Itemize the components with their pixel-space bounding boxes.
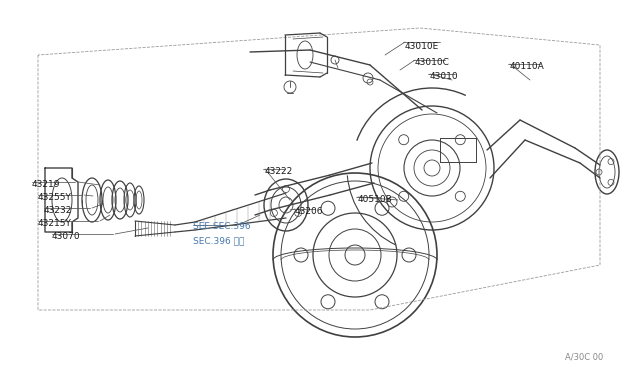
- Text: 43222: 43222: [265, 167, 293, 176]
- Text: 43219: 43219: [32, 180, 61, 189]
- Text: 43206: 43206: [295, 207, 323, 216]
- Text: 43010C: 43010C: [415, 58, 450, 67]
- Text: SEC.396 参照: SEC.396 参照: [193, 236, 244, 245]
- Text: 40510B: 40510B: [358, 195, 393, 204]
- Text: 40110A: 40110A: [510, 62, 545, 71]
- Text: 43215Y: 43215Y: [38, 219, 72, 228]
- Text: A/30C 00: A/30C 00: [565, 352, 604, 361]
- Text: 43255Y: 43255Y: [38, 193, 72, 202]
- Text: SEE SEC.396: SEE SEC.396: [193, 222, 251, 231]
- Text: 43232: 43232: [44, 206, 72, 215]
- Text: 43070: 43070: [52, 232, 81, 241]
- Text: 43010E: 43010E: [405, 42, 439, 51]
- Text: 43010: 43010: [430, 72, 459, 81]
